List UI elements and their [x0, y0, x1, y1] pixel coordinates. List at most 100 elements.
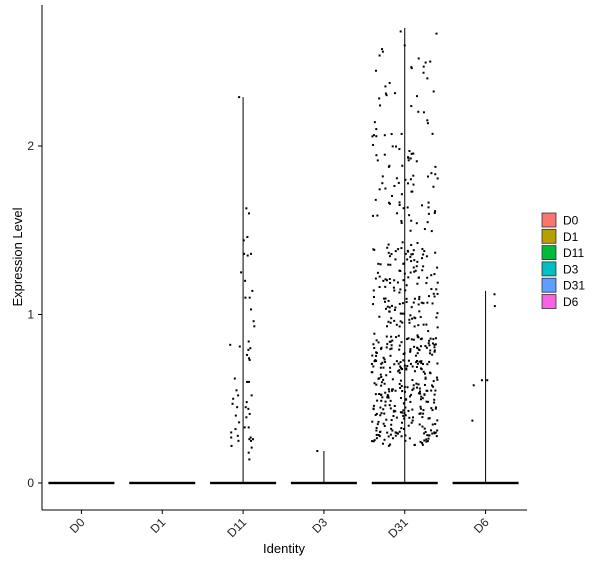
data-point [410, 190, 413, 193]
data-point [411, 408, 414, 411]
data-point [429, 429, 432, 432]
legend-label: D0 [563, 214, 579, 228]
data-point [377, 433, 380, 436]
data-point [399, 365, 402, 368]
data-point [433, 401, 436, 404]
data-point [384, 187, 387, 190]
data-point [400, 385, 403, 388]
data-point [247, 426, 250, 429]
data-point [410, 66, 413, 69]
data-point [242, 239, 245, 242]
data-point [417, 57, 420, 60]
data-point [389, 321, 392, 324]
data-point [430, 407, 433, 410]
data-point [405, 398, 408, 401]
data-point [247, 340, 250, 343]
data-point [373, 121, 376, 124]
data-point [238, 345, 241, 348]
data-point [415, 160, 418, 163]
data-point [246, 353, 249, 356]
data-point [390, 427, 393, 430]
data-point [420, 395, 423, 398]
data-point [390, 304, 393, 307]
data-point [408, 416, 411, 419]
data-point [426, 276, 429, 279]
data-point [390, 347, 393, 350]
data-point [249, 347, 252, 350]
data-point [428, 360, 431, 363]
data-point [371, 354, 374, 357]
data-point [424, 377, 427, 380]
data-point [386, 431, 389, 434]
data-point [388, 390, 391, 393]
data-point [230, 431, 233, 434]
data-point [421, 425, 424, 428]
data-point [416, 282, 419, 285]
data-point [407, 359, 410, 362]
data-point [415, 361, 418, 364]
data-point [411, 416, 414, 419]
data-point [404, 414, 407, 417]
data-point [418, 298, 421, 301]
data-point [400, 132, 403, 135]
data-point [385, 374, 388, 377]
data-point [375, 433, 378, 436]
data-point [415, 265, 418, 268]
data-point [436, 419, 439, 422]
data-point [423, 372, 426, 375]
data-point [436, 266, 439, 269]
data-point [419, 338, 422, 341]
data-point [410, 243, 413, 246]
data-point [431, 423, 434, 426]
data-point [432, 385, 435, 388]
data-point [399, 379, 402, 382]
data-point [412, 301, 415, 304]
data-point [401, 321, 404, 324]
data-point [245, 416, 248, 419]
data-point [396, 212, 399, 215]
data-point [236, 434, 239, 437]
data-point [384, 85, 387, 88]
data-point [244, 406, 247, 409]
data-point [418, 295, 421, 298]
data-point [435, 376, 438, 379]
data-point [238, 96, 241, 99]
data-point [426, 77, 429, 80]
data-point [387, 263, 390, 266]
data-point [390, 335, 393, 338]
data-point [383, 438, 386, 441]
data-point [419, 412, 422, 415]
data-point [417, 392, 420, 395]
data-point [427, 212, 430, 215]
data-point [381, 50, 384, 53]
data-point [419, 390, 422, 393]
data-point [429, 60, 432, 63]
data-point [402, 414, 405, 417]
data-point [377, 262, 380, 265]
data-point [371, 135, 374, 138]
data-point [384, 400, 387, 403]
data-point [238, 421, 241, 424]
data-point [395, 323, 398, 326]
data-point [402, 312, 405, 315]
data-point [411, 388, 414, 391]
data-point [432, 380, 435, 383]
data-point [387, 396, 390, 399]
data-point [409, 157, 412, 160]
data-point [388, 164, 391, 167]
data-point [409, 255, 412, 258]
data-point [372, 248, 375, 251]
legend-item-d11: D11 [541, 245, 584, 260]
data-point [387, 243, 390, 246]
data-point [384, 92, 387, 95]
data-point [416, 347, 419, 350]
data-point [408, 437, 411, 440]
data-point [398, 430, 401, 433]
data-point [406, 364, 409, 367]
data-point [389, 443, 392, 446]
data-point [377, 377, 380, 380]
data-point [396, 432, 399, 435]
data-point [248, 212, 251, 215]
data-point [421, 269, 424, 272]
data-point [419, 398, 422, 401]
